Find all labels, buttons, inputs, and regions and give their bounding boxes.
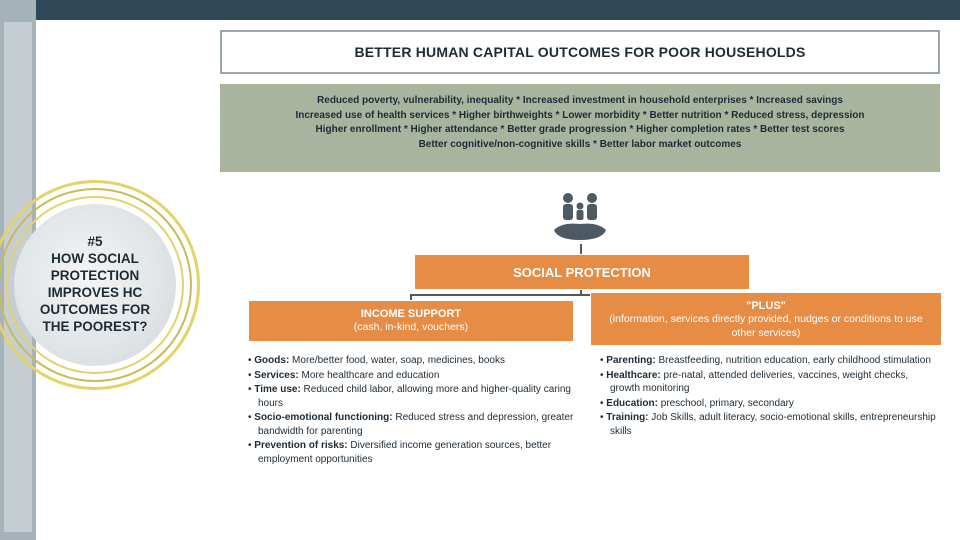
plus-subtitle: (information, services directly provided… <box>601 313 931 340</box>
bullet-item: • Healthcare: pre-natal, attended delive… <box>600 369 940 396</box>
bullet-item: • Parenting: Breastfeeding, nutrition ed… <box>600 354 940 368</box>
outcomes-line: Increased use of health services * Highe… <box>234 109 926 124</box>
family-hand-icon <box>544 190 616 244</box>
income-subtitle: (cash, in-kind, vouchers) <box>257 321 565 335</box>
income-title: INCOME SUPPORT <box>257 307 565 321</box>
income-bullets: • Goods: More/better food, water, soap, … <box>248 354 574 467</box>
bullet-item: • Services: More healthcare and educatio… <box>248 369 574 383</box>
bullet-item: • Time use: Reduced child labor, allowin… <box>248 383 574 410</box>
bullet-item: • Prevention of risks: Diversified incom… <box>248 439 574 466</box>
bullet-item: • Goods: More/better food, water, soap, … <box>248 354 574 368</box>
title-box: BETTER HUMAN CAPITAL OUTCOMES FOR POOR H… <box>220 30 940 74</box>
outcomes-line: Reduced poverty, vulnerability, inequali… <box>234 94 926 109</box>
circle-badge: #5 HOW SOCIAL PROTECTION IMPROVES HC OUT… <box>0 180 200 390</box>
slide-canvas: BETTER HUMAN CAPITAL OUTCOMES FOR POOR H… <box>0 0 960 540</box>
income-support-box: INCOME SUPPORT (cash, in-kind, vouchers) <box>248 300 574 342</box>
outcomes-line: Better cognitive/non-cognitive skills * … <box>234 138 926 153</box>
connector <box>580 244 582 254</box>
sp-header-label: SOCIAL PROTECTION <box>513 265 651 280</box>
plus-bullets: • Parenting: Breastfeeding, nutrition ed… <box>600 354 940 439</box>
top-bar <box>0 0 960 20</box>
title-text: BETTER HUMAN CAPITAL OUTCOMES FOR POOR H… <box>354 44 805 60</box>
social-protection-header: SOCIAL PROTECTION <box>414 254 750 290</box>
circle-core: #5 HOW SOCIAL PROTECTION IMPROVES HC OUT… <box>14 204 176 366</box>
circle-text: HOW SOCIAL PROTECTION IMPROVES HC OUTCOM… <box>26 251 164 335</box>
outcomes-box: Reduced poverty, vulnerability, inequali… <box>220 84 940 172</box>
outcomes-line: Higher enrollment * Higher attendance * … <box>234 123 926 138</box>
bullet-item: • Socio-emotional functioning: Reduced s… <box>248 411 574 438</box>
bullet-item: • Education: preschool, primary, seconda… <box>600 397 940 411</box>
bullet-item: • Training: Job Skills, adult literacy, … <box>600 411 940 438</box>
plus-box: "PLUS" (information, services directly p… <box>590 292 942 346</box>
circle-number: #5 <box>26 234 164 251</box>
plus-title: "PLUS" <box>601 299 931 313</box>
